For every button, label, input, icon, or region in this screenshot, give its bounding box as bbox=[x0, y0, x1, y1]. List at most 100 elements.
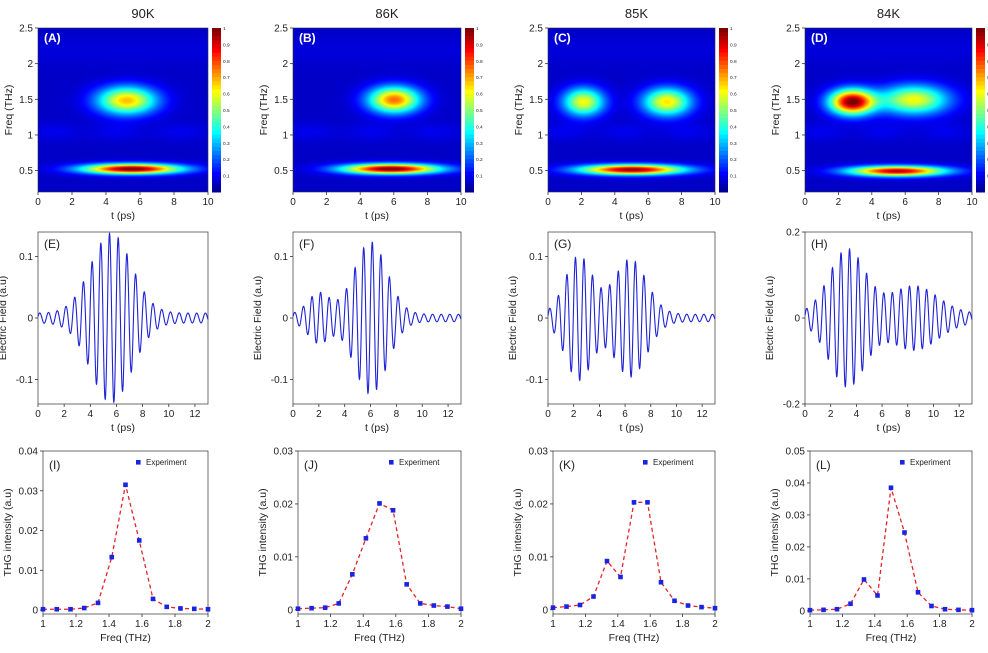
panel-g: 0 2 4 6 8 10 12 -0.1 0 0.1 t (ps) Electric Field (a… bbox=[507, 231, 716, 434]
y-tick-label: 0.02 bbox=[529, 499, 549, 510]
data-point bbox=[350, 572, 355, 577]
x-tick-label: 2 bbox=[61, 409, 67, 420]
colorbar-segment bbox=[212, 134, 221, 140]
colorbar-segment bbox=[212, 126, 221, 131]
colorbar-tick-label: 0.7 bbox=[223, 75, 230, 81]
waveform-line bbox=[547, 256, 716, 382]
x-tick-label: 1 bbox=[295, 619, 301, 630]
data-point bbox=[309, 605, 314, 611]
colorbar-segment bbox=[212, 85, 221, 90]
data-point bbox=[834, 606, 840, 612]
data-point bbox=[81, 605, 87, 611]
panel-e: 0 2 4 6 8 10 12 -0.1 0 0.1 t (ps) Electric Field (a… bbox=[0, 231, 209, 434]
y-tick-label: 0 bbox=[542, 605, 548, 616]
colorbar-segment bbox=[212, 52, 221, 58]
y-tick-label: 0.5 bbox=[786, 166, 800, 177]
y-tick-label: 0 bbox=[27, 314, 33, 325]
colorbar-segment bbox=[212, 105, 221, 111]
x-tick-label: 2 bbox=[571, 409, 577, 420]
colorbar-segment bbox=[465, 73, 474, 78]
data-point bbox=[377, 501, 382, 506]
fit-line bbox=[809, 487, 973, 611]
x-tick-label: 2 bbox=[969, 619, 975, 630]
y-axis-label: Freq (THz) bbox=[513, 85, 525, 136]
x-tick-label: 6 bbox=[645, 197, 651, 208]
colorbar-segment bbox=[465, 155, 474, 160]
y-tick-label: -0.1 bbox=[271, 375, 289, 386]
colorbar-tick-label: 0.5 bbox=[223, 108, 230, 114]
colorbar-segment bbox=[719, 171, 728, 177]
x-tick-label: 8 bbox=[679, 197, 685, 208]
heatmap-image bbox=[38, 28, 208, 192]
y-axis-label: Electric Field (a.u) bbox=[0, 276, 9, 361]
colorbar-segment bbox=[212, 146, 221, 152]
y-axis-label: THG intensity (a.u) bbox=[769, 488, 781, 576]
x-tick-label: 1.4 bbox=[868, 619, 882, 630]
colorbar-segment bbox=[465, 159, 474, 164]
colorbar-segment bbox=[719, 110, 728, 115]
x-tick-label: 1.4 bbox=[102, 619, 116, 630]
colorbar-segment bbox=[719, 167, 728, 172]
plot-frame bbox=[37, 27, 209, 193]
colorbar-segment bbox=[465, 175, 474, 181]
colorbar-segment bbox=[976, 146, 985, 152]
colorbar-segment bbox=[465, 110, 474, 115]
plot-frame bbox=[547, 27, 716, 193]
x-tick-label: 4 bbox=[357, 197, 363, 208]
panel-label: (A) bbox=[44, 31, 61, 45]
colorbar-segment bbox=[212, 36, 221, 41]
colorbar-segment bbox=[212, 167, 221, 172]
colorbar-tick-label: 0.9 bbox=[223, 42, 230, 48]
plot-frame bbox=[804, 27, 973, 193]
y-tick-label: 1.5 bbox=[19, 95, 33, 106]
temperature-label: 86K bbox=[375, 6, 398, 21]
colorbar-segment bbox=[976, 36, 985, 41]
colorbar-segment bbox=[212, 130, 221, 136]
colorbar-segment bbox=[976, 97, 985, 103]
data-point bbox=[888, 485, 894, 491]
colorbar-segment bbox=[465, 183, 474, 189]
colorbar-segment bbox=[719, 105, 728, 111]
colorbar-segment bbox=[212, 101, 221, 107]
y-tick-label: 0.02 bbox=[19, 526, 39, 537]
plot-frame bbox=[42, 450, 209, 615]
x-tick-label: 2 bbox=[712, 619, 718, 630]
colorbar-segment bbox=[719, 101, 728, 107]
x-tick-label: 1.2 bbox=[578, 619, 592, 630]
colorbar-segment bbox=[212, 48, 221, 54]
colorbar-segment bbox=[719, 130, 728, 136]
x-tick-label: 8 bbox=[171, 197, 177, 208]
colorbar-segment bbox=[976, 85, 985, 90]
x-tick-label: 1 bbox=[550, 619, 556, 630]
colorbar-segment bbox=[719, 28, 728, 33]
colorbar-segment bbox=[465, 89, 474, 95]
data-point bbox=[54, 606, 60, 612]
colorbar-segment bbox=[212, 32, 221, 37]
colorbar-segment bbox=[212, 114, 221, 119]
x-tick-label: 1.2 bbox=[324, 619, 338, 630]
colorbar-segment bbox=[976, 44, 985, 49]
x-tick-label: 10 bbox=[709, 197, 721, 208]
colorbar-segment bbox=[719, 36, 728, 41]
colorbar-segment bbox=[465, 48, 474, 54]
y-axis-label: Electric Field (a.u) bbox=[252, 276, 264, 361]
y-tick-label: 1.5 bbox=[529, 95, 543, 106]
x-tick-label: 10 bbox=[455, 197, 467, 208]
x-tick-label: 8 bbox=[905, 409, 911, 420]
colorbar-segment bbox=[976, 130, 985, 136]
colorbar-segment bbox=[976, 110, 985, 115]
panel-label: (H) bbox=[811, 237, 828, 251]
x-tick-label: 1.8 bbox=[676, 619, 690, 630]
x-tick-label: 2 bbox=[458, 619, 464, 630]
colorbar-segment bbox=[212, 151, 221, 156]
y-tick-label: -0.1 bbox=[526, 375, 544, 386]
data-point bbox=[68, 606, 73, 612]
y-tick-label: 1 bbox=[537, 130, 543, 141]
fit-line bbox=[43, 484, 209, 610]
colorbar-tick-label: 0.5 bbox=[476, 108, 483, 114]
waveform-line bbox=[292, 241, 462, 395]
x-tick-label: 6 bbox=[368, 409, 374, 420]
data-point bbox=[40, 606, 46, 612]
colorbar-tick-label: 0.7 bbox=[730, 75, 737, 81]
colorbar-segment bbox=[719, 44, 728, 49]
